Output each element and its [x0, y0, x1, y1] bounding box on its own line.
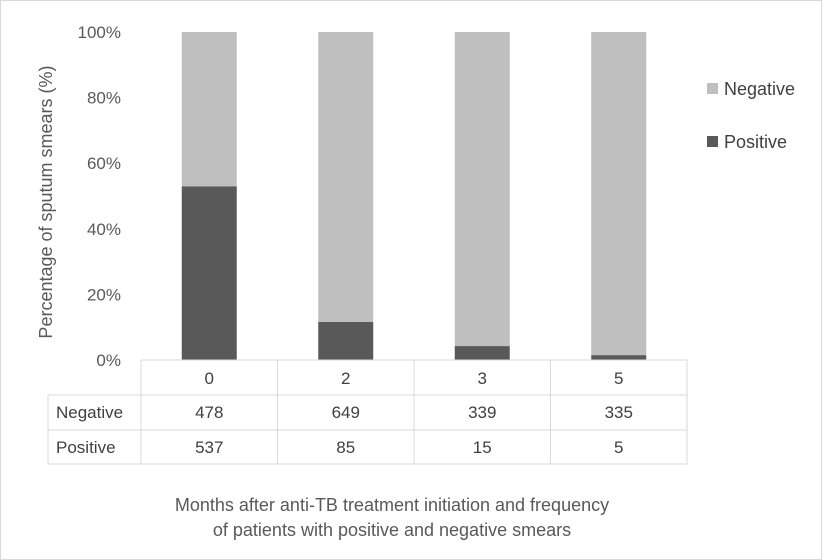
y-tick-label: 60% — [87, 154, 121, 173]
x-category-label: 0 — [205, 369, 214, 388]
y-axis-title: Percentage of sputum smears (%) — [36, 65, 56, 338]
table-row-header: Negative — [56, 403, 123, 422]
x-axis-title-line: of patients with positive and negative s… — [213, 520, 571, 540]
y-tick-label: 20% — [87, 285, 121, 304]
bar-negative — [454, 32, 510, 347]
y-tick-label: 0% — [96, 351, 121, 370]
bar-positive — [454, 346, 510, 360]
legend-swatch-positive — [707, 136, 718, 147]
x-axis-title-line: Months after anti-TB treatment initiatio… — [175, 495, 609, 515]
bar-positive — [318, 322, 374, 360]
table-row-header: Positive — [56, 438, 116, 457]
legend-label-positive: Positive — [724, 132, 787, 152]
y-tick-label: 100% — [78, 23, 121, 42]
table-cell: 335 — [605, 403, 633, 422]
table-cell: 339 — [468, 403, 496, 422]
table-cell: 85 — [336, 438, 355, 457]
table-cell: 5 — [614, 438, 623, 457]
y-tick-label: 80% — [87, 89, 121, 108]
x-category-label: 5 — [614, 369, 623, 388]
bar-negative — [318, 32, 374, 323]
table-cell: 537 — [195, 438, 223, 457]
bar-positive — [181, 186, 237, 360]
table-cell: 15 — [473, 438, 492, 457]
table-cell: 649 — [332, 403, 360, 422]
y-tick-label: 40% — [87, 220, 121, 239]
x-category-label: 2 — [341, 369, 350, 388]
bar-positive — [591, 355, 647, 360]
legend-label-negative: Negative — [724, 79, 795, 99]
chart: 0% 20% 40% 60% 80% 100% Percentage of sputum s… — [36, 23, 795, 540]
x-category-label: 3 — [478, 369, 487, 388]
bar-negative — [181, 32, 237, 187]
table-cell: 478 — [195, 403, 223, 422]
bar-negative — [591, 32, 647, 356]
legend-swatch-negative — [707, 83, 718, 94]
